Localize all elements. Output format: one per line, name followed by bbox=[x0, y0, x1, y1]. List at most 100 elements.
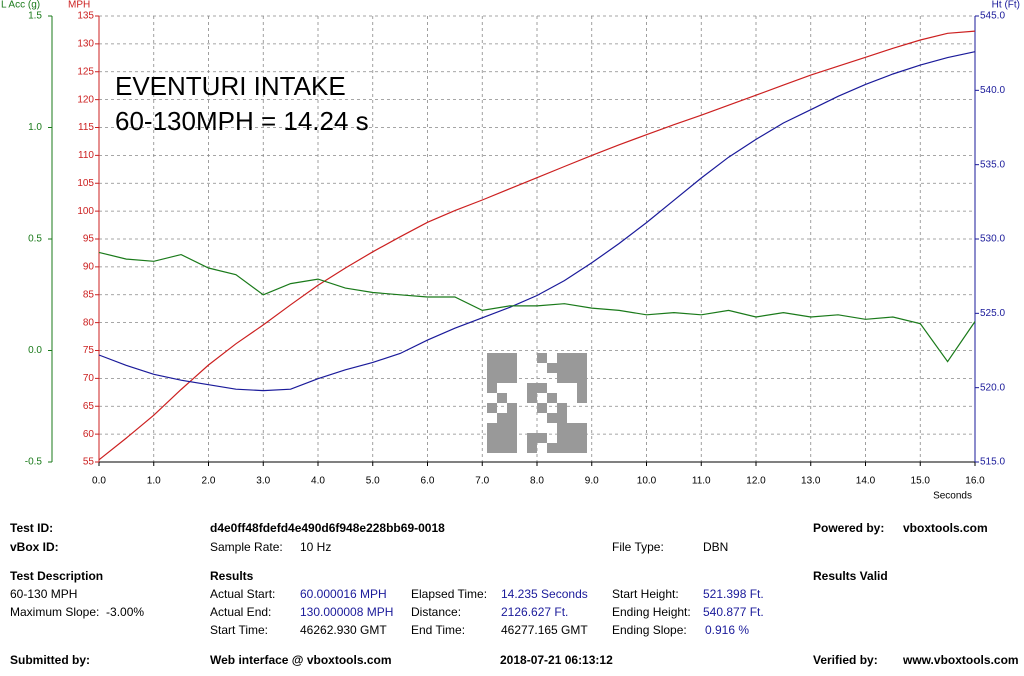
y2-tick-label: 520.0 bbox=[980, 382, 1005, 393]
label: End Time: bbox=[411, 623, 466, 637]
value: 46277.165 GMT bbox=[501, 623, 588, 637]
y-tick-label: 70 bbox=[83, 373, 95, 384]
y-tick-label: 120 bbox=[77, 94, 94, 105]
x-tick-label: 7.0 bbox=[475, 476, 489, 487]
y-tick-label: 115 bbox=[78, 122, 94, 133]
label: Start Height: bbox=[612, 587, 679, 601]
qr-cell bbox=[557, 403, 567, 413]
y-tick-label: 100 bbox=[77, 206, 94, 217]
qr-cell bbox=[497, 443, 507, 453]
value: 2126.627 Ft. bbox=[501, 605, 569, 619]
x-label: Seconds bbox=[933, 491, 972, 502]
x-tick-label: 12.0 bbox=[746, 476, 766, 487]
value: 130.000008 MPH bbox=[300, 605, 394, 619]
qr-cell bbox=[487, 373, 497, 383]
value: 540.877 Ft. bbox=[703, 605, 764, 619]
y3-tick-label: 0.0 bbox=[28, 345, 42, 356]
x-tick-label: 2.0 bbox=[202, 476, 216, 487]
x-tick-label: 0.0 bbox=[92, 476, 106, 487]
qr-cell bbox=[557, 413, 567, 423]
qr-cell bbox=[527, 433, 537, 443]
y-label: MPH bbox=[68, 0, 90, 11]
x-tick-label: 11.0 bbox=[692, 476, 711, 487]
label: Actual Start: bbox=[210, 587, 276, 601]
qr-cell bbox=[547, 413, 557, 423]
y-tick-label: 110 bbox=[78, 150, 94, 161]
qr-cell bbox=[487, 443, 497, 453]
qr-cell bbox=[497, 413, 507, 423]
y2-tick-label: 525.0 bbox=[980, 308, 1005, 319]
label: Distance: bbox=[411, 605, 462, 619]
qr-cell bbox=[487, 423, 497, 433]
qr-cell bbox=[487, 353, 497, 363]
qr-cell bbox=[577, 373, 587, 383]
y3-tick-label: 0.5 bbox=[28, 234, 42, 245]
qr-cell bbox=[507, 373, 517, 383]
y-tick-label: 75 bbox=[83, 345, 95, 356]
qr-cell bbox=[507, 423, 517, 433]
qr-cell bbox=[547, 443, 557, 453]
x-tick-label: 9.0 bbox=[585, 476, 599, 487]
label: Verified by: bbox=[813, 653, 878, 667]
y2-tick-label: 535.0 bbox=[980, 159, 1005, 170]
qr-cell bbox=[507, 353, 517, 363]
qr-cell bbox=[557, 433, 567, 443]
y-tick-label: 125 bbox=[77, 66, 94, 77]
qr-cell bbox=[567, 363, 577, 373]
y-tick-label: 130 bbox=[77, 39, 94, 50]
y-tick-label: 55 bbox=[83, 457, 95, 468]
y2-tick-label: 530.0 bbox=[980, 234, 1005, 245]
x-tick-label: 14.0 bbox=[856, 476, 876, 487]
value: www.vboxtools.com bbox=[903, 653, 1019, 667]
y2-tick-label: 545.0 bbox=[980, 11, 1005, 22]
label: Ending Height: bbox=[612, 605, 691, 619]
label: Test ID: bbox=[10, 521, 54, 535]
y-tick-label: 90 bbox=[83, 262, 95, 273]
label: vBox ID: bbox=[10, 540, 59, 554]
qr-cell bbox=[557, 353, 567, 363]
value: 2018-07-21 06:13:12 bbox=[500, 653, 613, 667]
y-tick-label: 105 bbox=[77, 178, 94, 189]
x-tick-label: 1.0 bbox=[147, 476, 161, 487]
label: Actual End: bbox=[210, 605, 272, 619]
x-tick-label: 13.0 bbox=[801, 476, 821, 487]
value: 0.916 % bbox=[705, 623, 750, 637]
qr-cell bbox=[487, 433, 497, 443]
qr-cell bbox=[567, 433, 577, 443]
y-tick-label: 135 bbox=[77, 11, 94, 22]
qr-cell bbox=[507, 403, 517, 413]
annotation: 60-130MPH = 14.24 s bbox=[115, 106, 369, 136]
qr-cell bbox=[487, 403, 497, 413]
value: 521.398 Ft. bbox=[703, 587, 764, 601]
label: Elapsed Time: bbox=[411, 587, 488, 601]
qr-cell bbox=[547, 393, 557, 403]
x-tick-label: 15.0 bbox=[911, 476, 931, 487]
y3-tick-label: 1.5 bbox=[28, 11, 42, 22]
label: Powered by: bbox=[813, 521, 885, 535]
qr-cell bbox=[567, 353, 577, 363]
value: vboxtools.com bbox=[903, 521, 988, 535]
x-tick-label: 6.0 bbox=[421, 476, 435, 487]
qr-cell bbox=[557, 363, 567, 373]
y2-tick-label: 540.0 bbox=[980, 85, 1005, 96]
qr-cell bbox=[577, 363, 587, 373]
qr-cell bbox=[497, 393, 507, 403]
qr-cell bbox=[497, 373, 507, 383]
label: Start Time: bbox=[210, 623, 269, 637]
qr-cell bbox=[507, 363, 517, 373]
label: Ending Slope: bbox=[612, 623, 687, 637]
qr-cell bbox=[507, 413, 517, 423]
annotation: EVENTURI INTAKE bbox=[115, 71, 346, 101]
label: File Type: bbox=[612, 540, 664, 554]
qr-cell bbox=[497, 423, 507, 433]
value: d4e0ff48fdefd4e490d6f948e228bb69-0018 bbox=[210, 521, 445, 535]
value: 10 Hz bbox=[300, 540, 332, 554]
value: Web interface @ vboxtools.com bbox=[210, 653, 392, 667]
value: DBN bbox=[703, 540, 729, 554]
y-tick-label: 80 bbox=[83, 317, 95, 328]
value: 14.235 Seconds bbox=[501, 587, 588, 601]
heading: Test Description bbox=[10, 569, 104, 583]
y3-label: L Acc (g) bbox=[1, 0, 40, 11]
qr-cell bbox=[577, 433, 587, 443]
